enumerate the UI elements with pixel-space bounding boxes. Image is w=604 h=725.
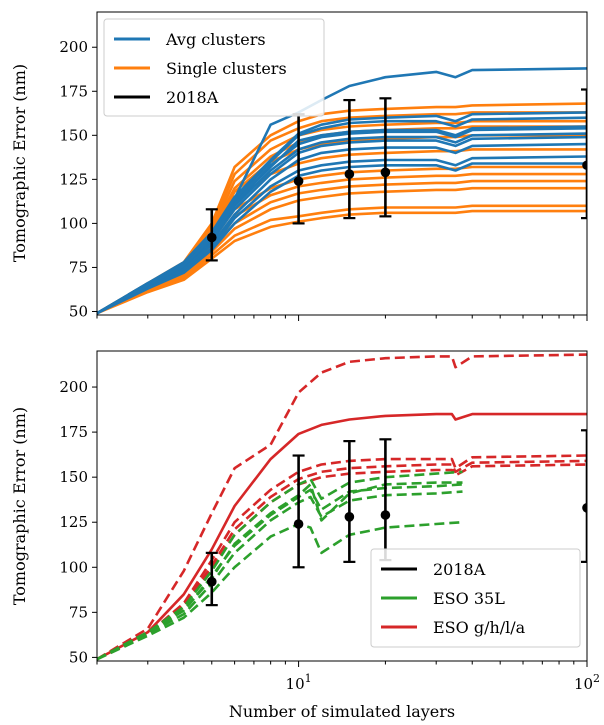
y-tick-label: 150 [59,126,88,144]
plot-area-top [97,67,587,315]
observation-point-3 [380,167,391,178]
y-axis-label-bottom: Tomographic Error (nm) [10,407,29,605]
x-tick-label: 101 [286,672,312,693]
axes-frame-bottom [96,350,588,662]
series-line-esogh-0 [97,412,587,661]
y-tick-label: 100 [59,214,88,232]
series-line-esogh-2 [97,454,587,661]
legend-label-0: 2018A [433,560,486,579]
y-tick-label: 150 [59,468,88,486]
legend-label-2: 2018A [166,88,219,107]
legend-box-bottom [370,548,581,648]
y-tick-label: 175 [59,82,88,100]
series-line-avg-6 [97,155,587,315]
observation-point-2 [344,169,355,179]
series-line-single-7 [97,179,587,315]
plot-area-bottom [97,353,587,661]
y-tick-label: 125 [59,170,88,188]
observation-point-0 [206,232,217,243]
x-tick-exponent: 1 [305,672,312,685]
observation-point-4 [582,503,587,513]
x-tick-label: 102 [574,672,600,693]
y-tick-label: 200 [59,38,88,56]
series-line-single-10 [97,209,587,315]
legend-label-2: ESO g/h/l/a [433,618,526,637]
observation-point-3 [380,510,391,520]
legend-label-0: Avg clusters [165,30,266,49]
legend-label-1: ESO 35L [433,589,505,608]
x-axis-label: Number of simulated layers [229,702,455,721]
y-tick-label: 75 [69,603,88,621]
series-line-esogh-3 [97,459,587,661]
series-line-esogh-1 [97,353,587,661]
observation-point-2 [344,512,355,522]
series-line-avg-9 [97,127,587,315]
y-tick-label: 100 [59,558,88,576]
series-line-avg-5 [97,132,587,315]
y-tick-label: 50 [69,302,88,320]
legend-box-top [103,18,325,117]
y-tick-label: 175 [59,423,88,441]
observation-point-1 [293,176,304,186]
series-line-avg-4 [97,142,587,315]
axes-frame-top [96,11,588,316]
observation-point-1 [293,519,304,529]
y-axis-label-top: Tomographic Error (nm) [10,64,29,262]
series-line-avg-7 [97,162,587,315]
observation-point-4 [582,160,587,171]
series-line-single-9 [97,204,587,315]
y-tick-label: 50 [69,648,88,666]
series-line-single-8 [97,186,587,315]
observation-point-0 [206,576,217,587]
y-tick-label: 200 [59,378,88,396]
y-tick-label: 125 [59,513,88,531]
x-tick-exponent: 2 [593,672,600,685]
y-tick-label: 75 [69,258,88,276]
legend-label-1: Single clusters [166,59,287,78]
